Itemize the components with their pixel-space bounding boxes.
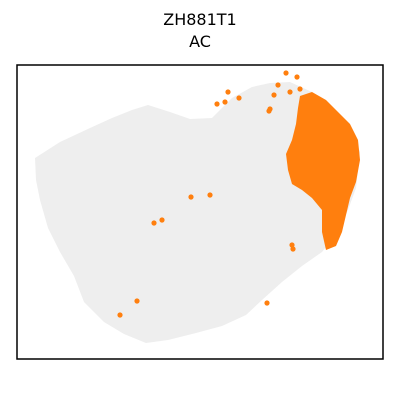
scatter-point-19 bbox=[134, 298, 140, 304]
chart-title-line2: AC bbox=[189, 32, 211, 51]
scatter-point-13 bbox=[207, 192, 213, 198]
chart-title-line1: ZH881T1 bbox=[163, 10, 237, 29]
scatter-point-15 bbox=[159, 217, 165, 223]
scatter-point-2 bbox=[275, 82, 281, 88]
scatter-point-20 bbox=[117, 312, 123, 318]
scatter-point-9 bbox=[214, 101, 220, 107]
scatter-point-17 bbox=[290, 246, 296, 252]
plot-frame bbox=[16, 64, 384, 360]
scatter-point-16 bbox=[333, 234, 339, 240]
cluster-region bbox=[286, 92, 360, 250]
scatter-point-6 bbox=[225, 89, 231, 95]
scatter-point-5 bbox=[271, 92, 277, 98]
scatter-point-12 bbox=[188, 194, 194, 200]
scatter-point-8 bbox=[222, 99, 228, 105]
scatter-point-4 bbox=[287, 89, 293, 95]
tissue-spots bbox=[35, 82, 360, 343]
scatter-point-1 bbox=[294, 74, 300, 80]
scatter-point-3 bbox=[297, 86, 303, 92]
scatter-point-7 bbox=[236, 95, 242, 101]
scatter-point-18 bbox=[289, 242, 295, 248]
scatter-point-0 bbox=[283, 70, 289, 76]
scatter-point-11 bbox=[267, 106, 273, 112]
scatter-point-21 bbox=[264, 300, 270, 306]
scatter-point-14 bbox=[151, 220, 157, 226]
